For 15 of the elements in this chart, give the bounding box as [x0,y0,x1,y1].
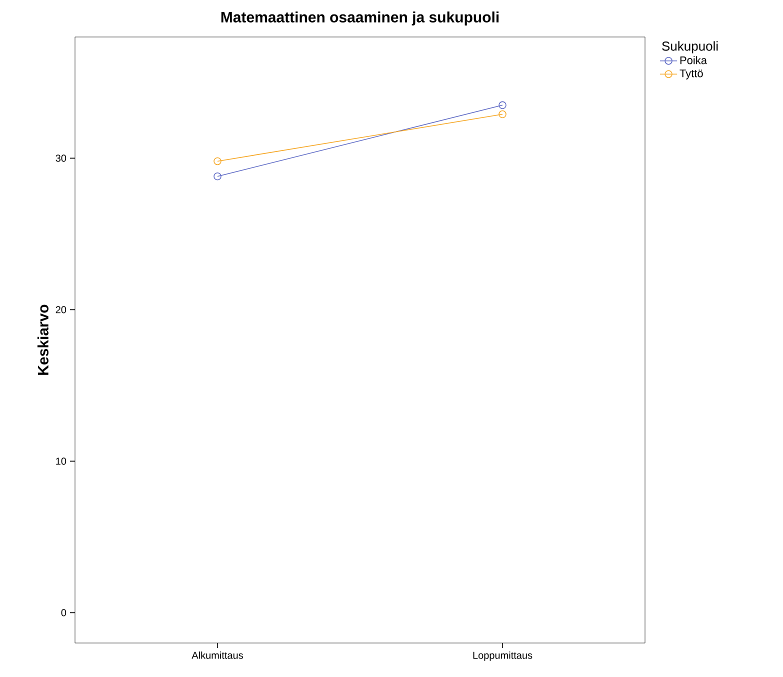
y-tick-label: 20 [56,306,66,314]
x-tick-label: Loppumittaus [473,652,532,661]
x-tick-label: Alkumittaus [192,652,243,659]
y-tick-label: 10 [56,458,66,465]
point [214,157,222,166]
legend-label: Poika [680,56,707,64]
point [214,172,222,180]
legend-title: Sukupuoli [662,41,718,54]
point [498,110,506,118]
point [498,101,506,110]
legend-label: Tyttö [680,70,703,80]
chart-title: Matemaattinen osaaminen ja sukupuoli [221,11,499,26]
y-tick-label: 0 [61,609,66,616]
y-axis-title: Keskiarvo [37,304,48,375]
y-tick-label: 30 [56,154,66,162]
